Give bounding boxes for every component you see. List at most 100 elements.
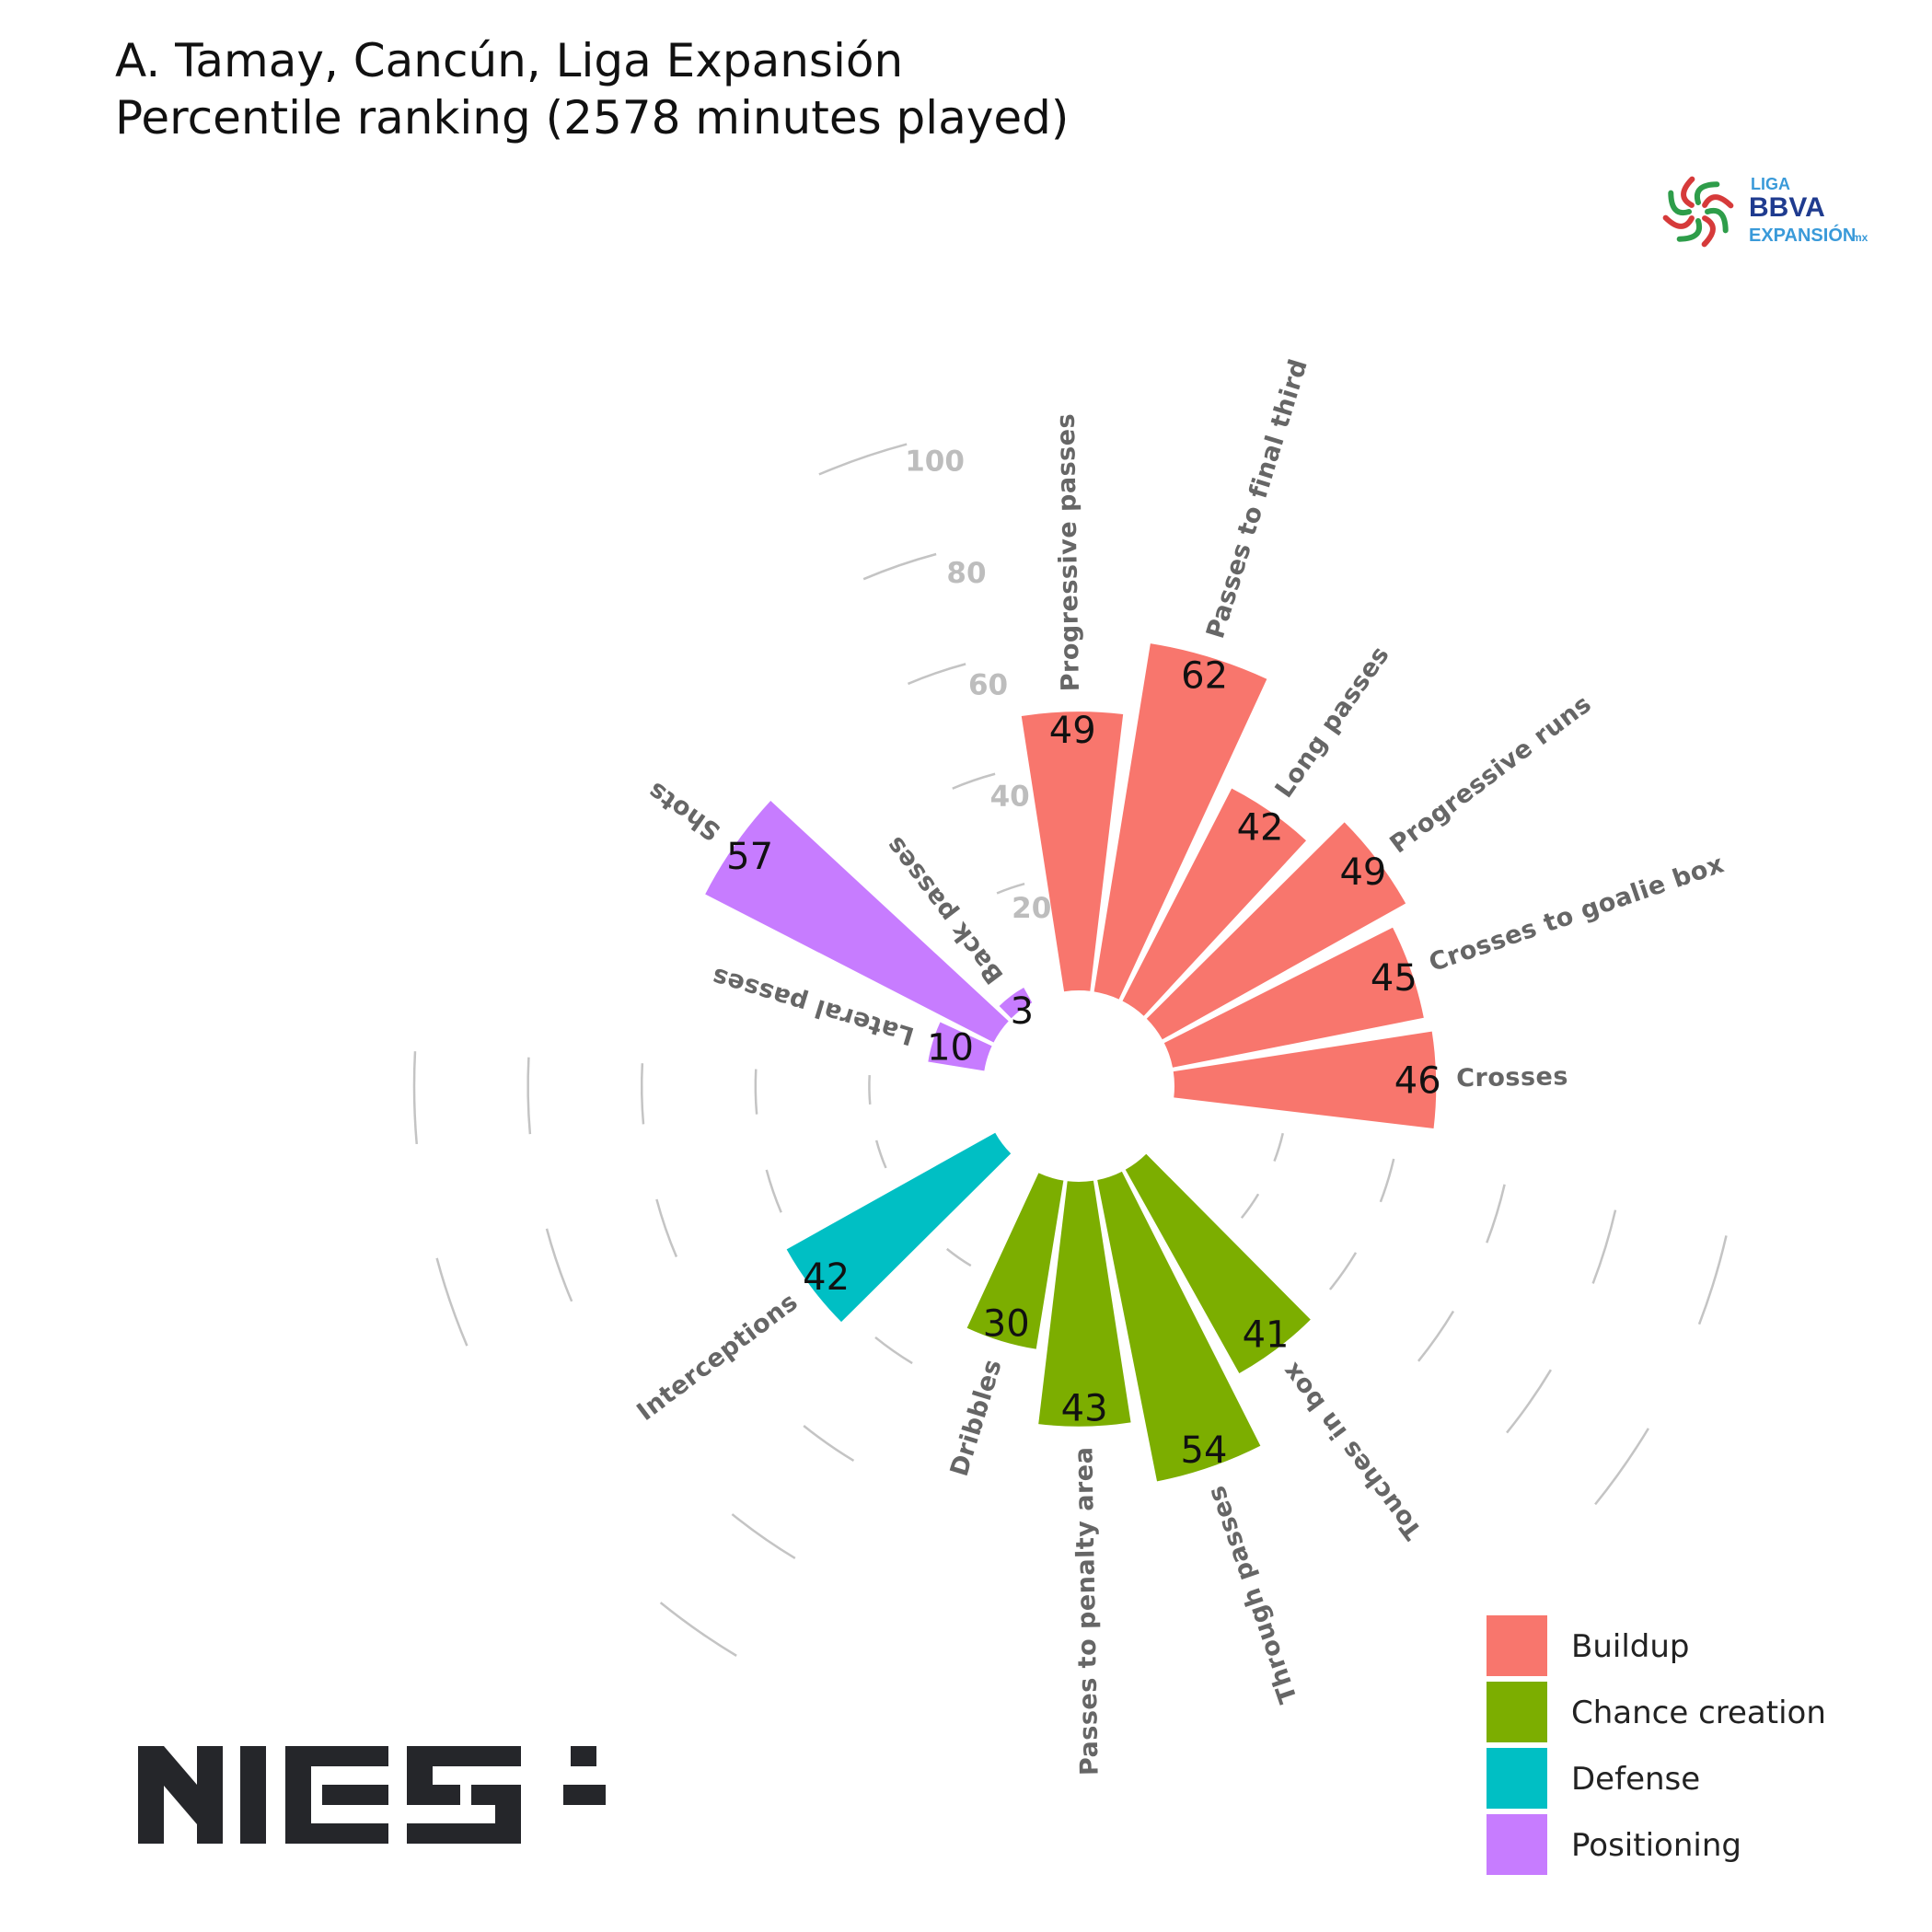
ring-arc [1417, 1310, 1455, 1362]
logo-text-bbva: BBVA [1749, 192, 1825, 223]
ring-arc [945, 1247, 972, 1267]
bar-crosses [1173, 1031, 1437, 1128]
category-label-passes-to-final-third: Passes to final third [1201, 355, 1313, 642]
value-label-passes-to-final-third: 62 [1181, 654, 1228, 697]
category-label-crosses-to-goalie-box: Crosses to goalie box [1426, 850, 1728, 978]
nies-brand-logo [138, 1746, 606, 1844]
legend-label-chance-creation: Chance creation [1571, 1695, 1826, 1731]
bars-layer [705, 643, 1437, 1482]
legend-swatch-defense [1487, 1748, 1547, 1809]
legend-label-buildup: Buildup [1571, 1628, 1689, 1665]
logo-text-expansion: EXPANSIÓN [1749, 224, 1856, 246]
ring-tick-labels: 20 40 60 80 100 [905, 445, 1051, 925]
category-label-through-passes: Through passes [1202, 1482, 1303, 1706]
liga-expansion-logo: LIGA BBVA EXPANSIÓN mx [1662, 175, 1868, 248]
swirl-stroke [1676, 218, 1702, 242]
ring-arc [1328, 1252, 1358, 1290]
swirl-stroke [1695, 181, 1720, 205]
bar-progressive-passes [1021, 711, 1124, 992]
ring-tick-label: 20 [1012, 892, 1051, 925]
bar-back-passes [999, 988, 1033, 1019]
value-label-progressive-runs: 49 [1339, 851, 1386, 894]
bar-lateral-passes [928, 1022, 992, 1071]
legend-label-defense: Defense [1571, 1761, 1700, 1798]
ring-arc [862, 552, 937, 581]
value-label-crosses: 46 [1394, 1060, 1441, 1103]
ring-tick-label: 80 [946, 557, 986, 590]
value-label-interceptions: 42 [803, 1256, 850, 1299]
category-label-dribbles: Dribbles [945, 1356, 1008, 1480]
value-label-long-passes: 42 [1237, 807, 1284, 850]
legend: Buildup Chance creation Defense Positioning [1487, 1615, 1826, 1875]
value-label-touches-in-box: 41 [1243, 1313, 1290, 1356]
swirl-stroke [1681, 176, 1695, 208]
category-label-long-passes: Long passes [1270, 641, 1395, 803]
swirl-stroke [1662, 214, 1695, 229]
ring-arc [907, 663, 966, 686]
decorative-ring-arcs [412, 443, 1728, 1657]
bar-touches-in-box [1125, 1153, 1311, 1373]
ring-arc [803, 1425, 855, 1463]
ring-arc [1273, 1132, 1284, 1163]
ring-arc [818, 443, 908, 476]
ring-arc [754, 1069, 758, 1115]
category-label-progressive-runs: Progressive runs [1385, 689, 1597, 859]
ring-arc [526, 1057, 532, 1135]
ring-arc [655, 1198, 678, 1258]
value-label-lateral-passes: 10 [927, 1026, 974, 1069]
bar-passes-to-penalty-area [1038, 1180, 1131, 1427]
legend-swatch-positioning [1487, 1814, 1547, 1875]
category-label-passes-to-penalty-area: Passes to penalty area [1070, 1446, 1104, 1776]
ring-arc [412, 1051, 418, 1145]
bar-dribbles [966, 1173, 1064, 1349]
ring-arc [641, 1063, 645, 1125]
ring-tick-label: 60 [968, 668, 1008, 701]
value-label-passes-to-penalty-area: 43 [1061, 1388, 1108, 1430]
ring-arc [1594, 1428, 1649, 1506]
value-label-through-passes: 54 [1181, 1429, 1228, 1472]
ring-arc [731, 1513, 796, 1560]
ring-arc [1379, 1158, 1395, 1203]
swirl-stroke [1668, 190, 1692, 215]
ring-arc [996, 882, 1025, 895]
ring-arc [1486, 1184, 1506, 1244]
ring-arc [1240, 1193, 1260, 1220]
value-labels: 49 62 42 49 45 46 41 54 43 30 42 10 57 3 [726, 654, 1440, 1472]
bar-progressive-runs [1146, 822, 1406, 1040]
bar-long-passes [1122, 788, 1307, 1016]
value-label-dribbles: 30 [983, 1303, 1030, 1346]
category-label-touches-in-box: Touches in box [1277, 1357, 1428, 1544]
legend-swatch-chance-creation [1487, 1682, 1547, 1742]
swirl-stroke [1701, 215, 1716, 248]
value-label-progressive-passes: 49 [1049, 710, 1096, 752]
legend-swatch-buildup [1487, 1615, 1547, 1676]
ring-arc [765, 1169, 782, 1213]
liga-swirl-icon [1662, 176, 1734, 248]
bar-through-passes [1097, 1171, 1261, 1482]
ring-arc [435, 1257, 469, 1347]
ring-arc [874, 1336, 913, 1365]
bar-crosses-to-goalie-box [1163, 927, 1424, 1068]
chart-subtitle: Percentile ranking (2578 minutes played) [115, 91, 1069, 145]
legend-label-positioning: Positioning [1571, 1827, 1741, 1864]
value-label-crosses-to-goalie-box: 45 [1371, 957, 1417, 1000]
logo-text-mx: mx [1852, 231, 1868, 244]
value-label-shots: 57 [726, 836, 773, 878]
ring-arc [1506, 1369, 1553, 1434]
swirl-stroke [1702, 194, 1734, 209]
ring-tick-label: 40 [990, 781, 1030, 814]
category-label-crosses: Crosses [1456, 1062, 1568, 1093]
bar-passes-to-final-third [1093, 643, 1267, 1000]
swirl-stroke [1705, 208, 1729, 234]
ring-arc [1697, 1235, 1728, 1325]
category-label-shots: Shots [642, 776, 725, 846]
ring-arc [868, 1075, 872, 1105]
logo-text-liga: LIGA [1751, 175, 1790, 193]
ring-arc [874, 1140, 887, 1169]
category-label-interceptions: Interceptions [631, 1288, 803, 1427]
ring-tick-label: 100 [905, 445, 965, 479]
bar-interceptions [786, 1132, 1012, 1323]
value-label-back-passes: 3 [1011, 990, 1034, 1033]
ring-arc [1591, 1209, 1617, 1284]
